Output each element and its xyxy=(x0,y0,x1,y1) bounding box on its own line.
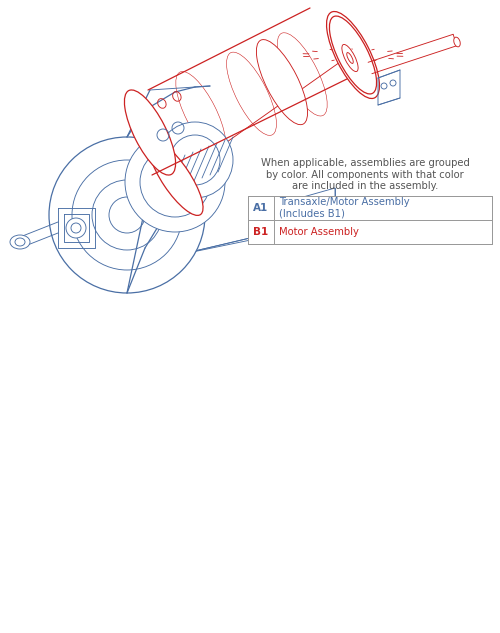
Ellipse shape xyxy=(149,141,203,215)
Ellipse shape xyxy=(66,218,86,238)
Ellipse shape xyxy=(326,11,380,99)
Ellipse shape xyxy=(124,90,176,175)
Ellipse shape xyxy=(170,135,220,185)
Bar xyxy=(248,220,492,244)
Ellipse shape xyxy=(10,235,30,249)
Text: Transaxle/Motor Assembly
(Includes B1): Transaxle/Motor Assembly (Includes B1) xyxy=(279,197,409,219)
Ellipse shape xyxy=(347,53,353,63)
Bar xyxy=(248,196,492,220)
Bar xyxy=(248,196,274,220)
Text: When applicable, assemblies are grouped
by color. All components with that color: When applicable, assemblies are grouped … xyxy=(260,158,470,191)
Bar xyxy=(248,196,492,244)
Ellipse shape xyxy=(109,197,145,233)
Ellipse shape xyxy=(342,44,358,72)
Ellipse shape xyxy=(454,37,460,47)
Ellipse shape xyxy=(125,132,225,232)
Text: A1: A1 xyxy=(254,203,268,213)
Ellipse shape xyxy=(157,122,233,198)
Ellipse shape xyxy=(256,40,308,125)
Ellipse shape xyxy=(15,238,25,246)
Ellipse shape xyxy=(330,16,376,94)
Ellipse shape xyxy=(71,223,81,233)
Bar xyxy=(248,220,274,244)
Ellipse shape xyxy=(140,147,210,217)
Ellipse shape xyxy=(92,180,162,250)
Ellipse shape xyxy=(72,160,182,270)
Text: Motor Assembly: Motor Assembly xyxy=(279,227,359,237)
Text: B1: B1 xyxy=(254,227,268,237)
Ellipse shape xyxy=(49,137,205,293)
